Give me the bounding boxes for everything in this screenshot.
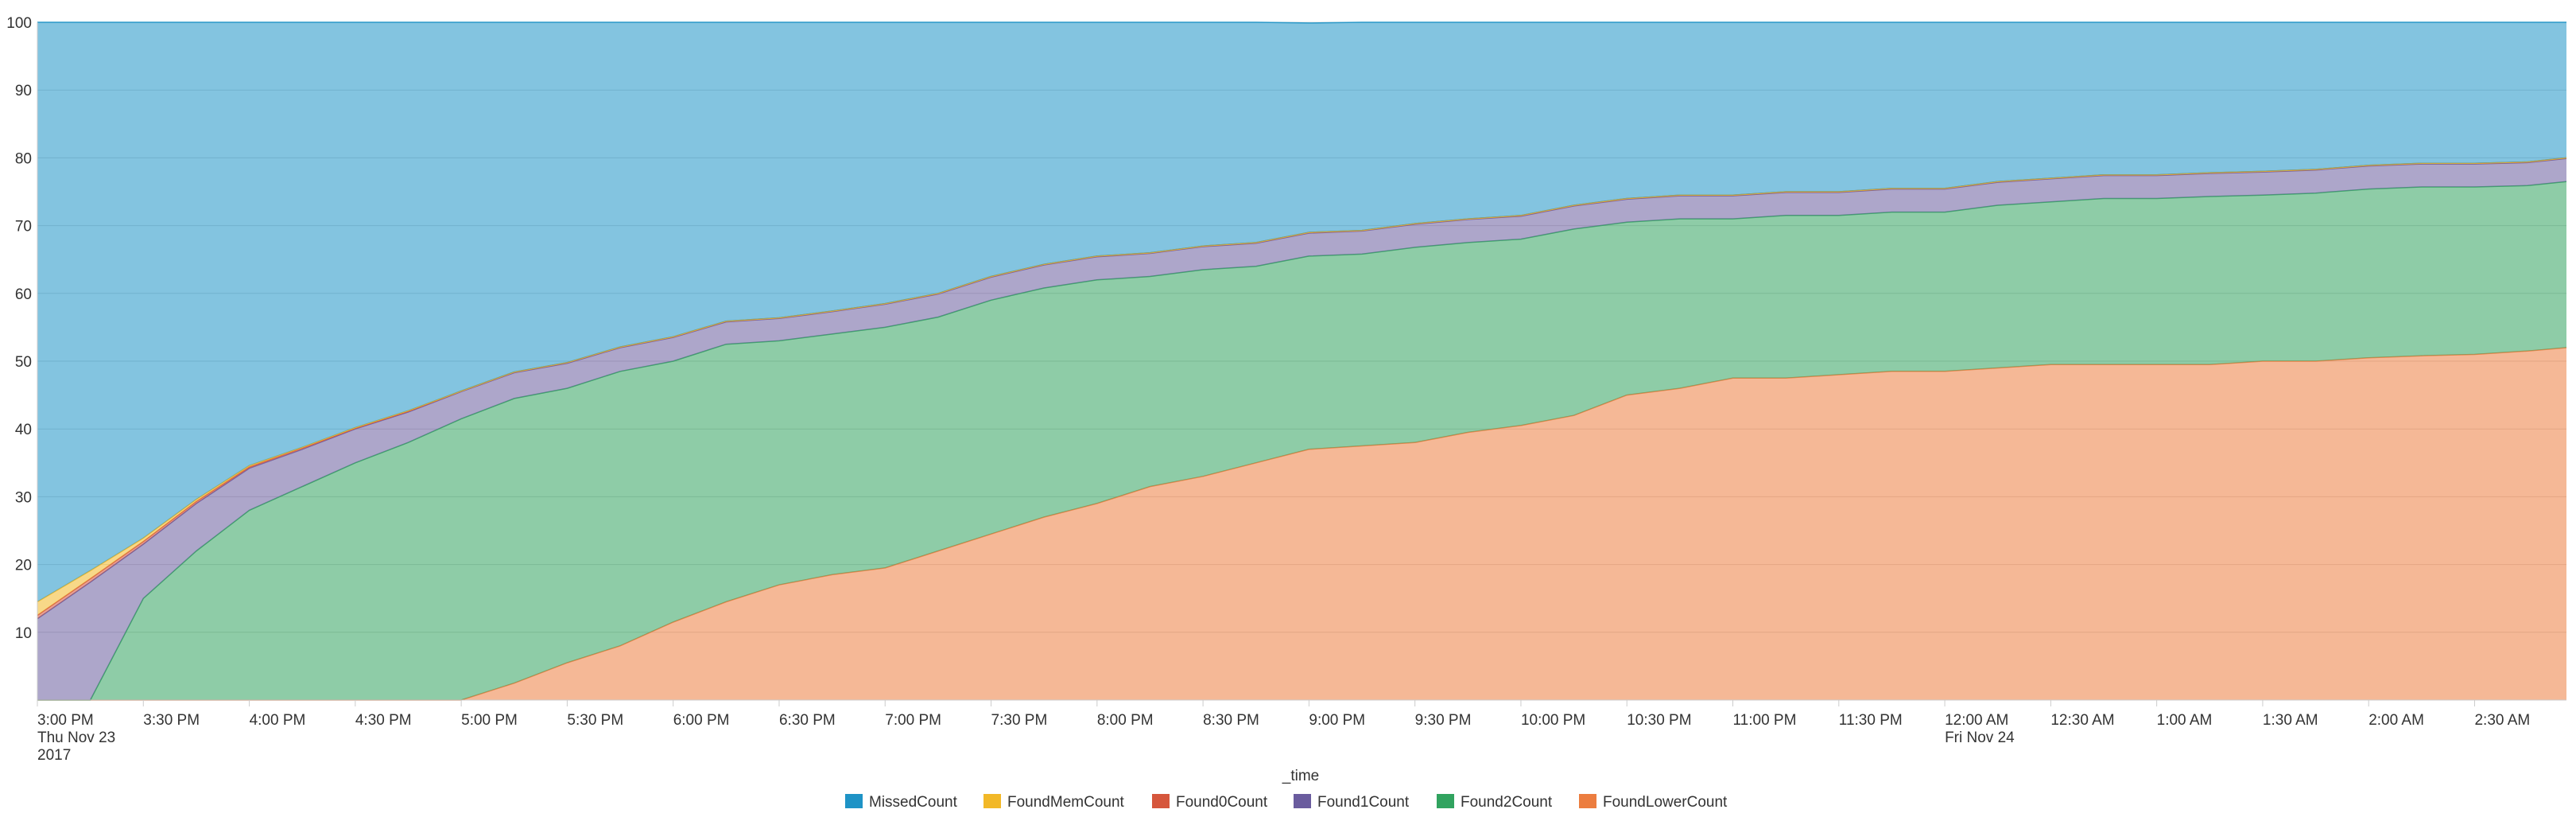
- x-tick-label: 8:00 PM: [1097, 712, 1154, 729]
- y-axis: 10 20 30 40 50 60 70 80 90 100: [6, 15, 38, 700]
- area-found2count: [37, 181, 2566, 700]
- legend-swatch-foundlowercount: [1579, 794, 1596, 808]
- y-tick-label: 40: [15, 422, 32, 438]
- x-tick-label: 7:00 PM: [885, 712, 941, 729]
- area-series: [37, 21, 2567, 701]
- x-tick-label: 4:30 PM: [355, 712, 412, 729]
- y-tick-label: 10: [15, 625, 32, 642]
- legend-label-found1count: Found1Count: [1317, 794, 1410, 811]
- x-tick-label: 9:30 PM: [1415, 712, 1472, 729]
- x-tick-label: 12:30 AM: [2050, 712, 2114, 729]
- line-missedcount: [37, 21, 2566, 24]
- legend-swatch-missedcount: [845, 794, 863, 808]
- x-tick-label: 5:00 PM: [461, 712, 518, 729]
- y-tick-label: 70: [15, 219, 32, 235]
- x-tick-label: 2:30 AM: [2474, 712, 2530, 729]
- x-tick-label: 11:00 PM: [1733, 712, 1797, 729]
- legend-swatch-found0count: [1152, 794, 1170, 808]
- y-tick-label: 100: [6, 15, 32, 32]
- x-tick-label: 3:00 PM: [37, 712, 94, 729]
- x-tick-label: Thu Nov 23: [37, 730, 115, 746]
- x-tick-label: 10:00 PM: [1521, 712, 1585, 729]
- legend-swatch-found1count: [1294, 794, 1311, 808]
- x-axis-title: _time: [1282, 768, 1319, 784]
- x-tick-label: Fri Nov 24: [1945, 730, 2015, 746]
- y-tick-label: 80: [15, 150, 32, 167]
- y-tick-label: 30: [15, 489, 32, 506]
- area-missedcount: [37, 22, 2566, 602]
- x-tick-label: 7:30 PM: [991, 712, 1048, 729]
- x-tick-label: 12:00 AM: [1945, 712, 2008, 729]
- legend-swatch-foundmemcount: [983, 794, 1001, 808]
- legend-label-foundmemcount: FoundMemCount: [1007, 794, 1125, 811]
- y-tick-label: 50: [15, 354, 32, 371]
- x-tick-label: 6:00 PM: [673, 712, 730, 729]
- legend-label-found0count: Found0Count: [1176, 794, 1268, 811]
- x-tick-label: 5:30 PM: [567, 712, 623, 729]
- y-tick-label: 60: [15, 286, 32, 303]
- legend: MissedCount FoundMemCount Found0Count Found…: [845, 794, 1728, 811]
- y-tick-label: 20: [15, 558, 32, 574]
- x-tick-label: 1:00 AM: [2157, 712, 2213, 729]
- x-tick-label: 8:30 PM: [1203, 712, 1259, 729]
- legend-label-foundlowercount: FoundLowerCount: [1603, 794, 1728, 811]
- legend-label-missedcount: MissedCount: [869, 794, 958, 811]
- x-tick-label: 3:30 PM: [143, 712, 200, 729]
- y-tick-label: 90: [15, 83, 32, 99]
- area-foundlowercount: [37, 348, 2566, 700]
- x-tick-label: 6:30 PM: [779, 712, 836, 729]
- x-tick-label: 1:30 AM: [2263, 712, 2318, 729]
- legend-label-found2count: Found2Count: [1461, 794, 1553, 811]
- x-tick-label: 9:00 PM: [1309, 712, 1365, 729]
- x-tick-label: 4:00 PM: [250, 712, 306, 729]
- x-tick-label: 10:30 PM: [1627, 712, 1691, 729]
- x-tick-label: 2017: [37, 747, 71, 764]
- legend-swatch-found2count: [1437, 794, 1454, 808]
- x-tick-label: 2:00 AM: [2368, 712, 2424, 729]
- x-tick-label: 11:30 PM: [1839, 712, 1903, 729]
